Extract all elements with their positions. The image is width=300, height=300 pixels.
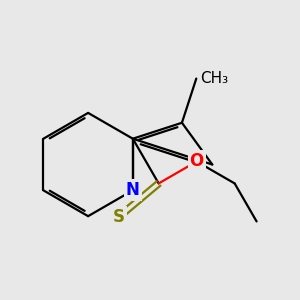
Text: CH₃: CH₃ [200,71,228,86]
Text: N: N [126,181,140,199]
Text: S: S [113,208,125,226]
Text: O: O [190,152,204,170]
